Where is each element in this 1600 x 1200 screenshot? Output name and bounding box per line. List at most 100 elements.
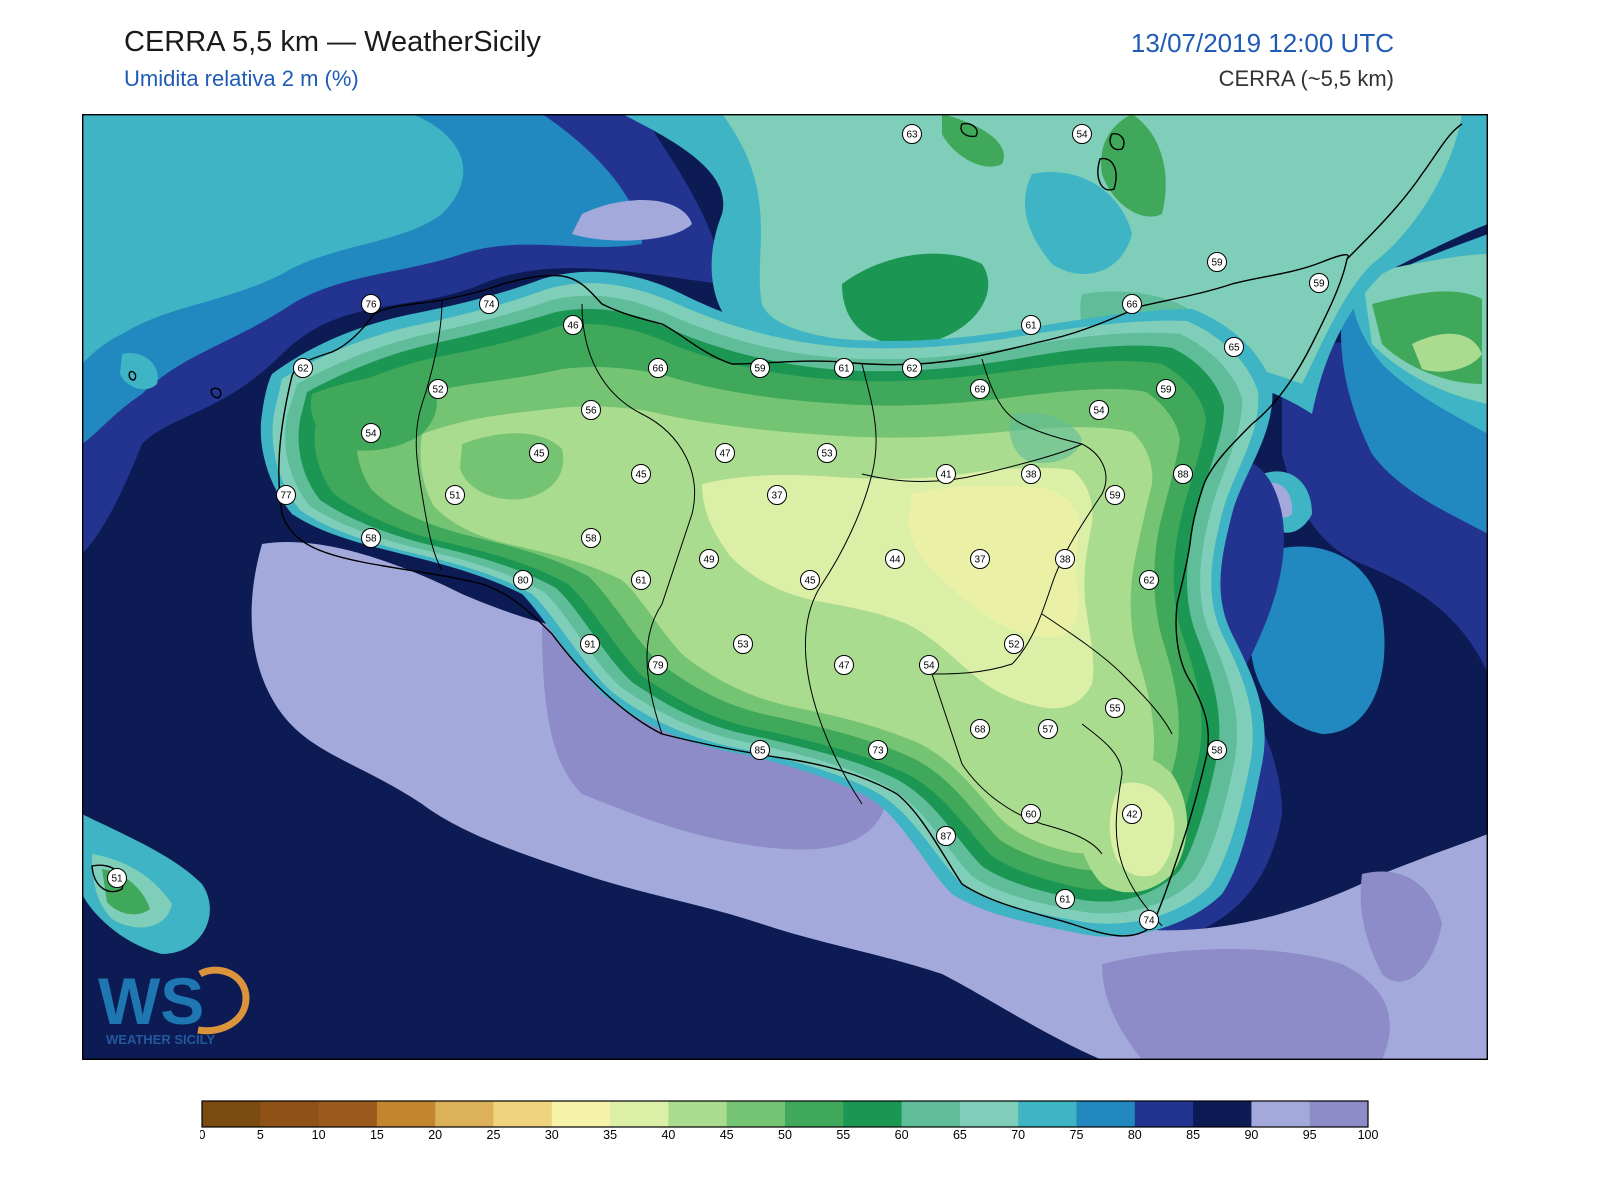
station-marker: 76 xyxy=(361,294,381,314)
station-markers: 63 54 76 74 46 62 52 54 56 66 59 61 62 69 61 66 59 59 65 59… xyxy=(107,124,1329,930)
station-marker: 55 xyxy=(1105,698,1125,718)
colorbar-cell xyxy=(1251,1101,1311,1127)
station-marker: 66 xyxy=(1122,294,1142,314)
station-marker: 66 xyxy=(648,358,668,378)
colorbar-ticks: 0 5 10 15 20 25 30 35 40 45 50 55 60 65 70 75 80 85 90 95 10… xyxy=(200,1128,1378,1140)
station-marker: 65 xyxy=(1224,337,1244,357)
station-value: 59 xyxy=(1313,279,1325,290)
station-value: 69 xyxy=(974,385,986,396)
station-value: 51 xyxy=(449,491,461,502)
map-frame xyxy=(82,114,1488,1060)
station-value: 74 xyxy=(1143,916,1155,927)
station-marker: 59 xyxy=(1105,485,1125,505)
colorbar-tick-label: 20 xyxy=(428,1128,442,1140)
station-marker: 52 xyxy=(1004,634,1024,654)
station-value: 61 xyxy=(1025,321,1037,332)
station-marker: 45 xyxy=(631,464,651,484)
station-value: 58 xyxy=(585,534,597,545)
station-marker: 74 xyxy=(479,294,499,314)
station-value: 53 xyxy=(737,640,749,651)
station-marker: 54 xyxy=(1089,400,1109,420)
station-marker: 61 xyxy=(834,358,854,378)
weathersicily-logo: WS WEATHER SICILY xyxy=(98,964,250,1047)
colorbar-tick-label: 95 xyxy=(1303,1128,1317,1140)
station-value: 63 xyxy=(906,130,918,141)
colorbar-frame xyxy=(201,1100,1369,1128)
station-marker: 53 xyxy=(817,443,837,463)
colorbar-cell xyxy=(610,1101,669,1127)
station-marker: 60 xyxy=(1021,804,1041,824)
station-value: 37 xyxy=(771,491,783,502)
station-value: 88 xyxy=(1177,470,1189,481)
station-value: 62 xyxy=(906,364,918,375)
station-marker: 58 xyxy=(1207,740,1227,760)
station-value: 66 xyxy=(652,364,664,375)
station-value: 38 xyxy=(1059,555,1071,566)
station-value: 54 xyxy=(1076,130,1088,141)
colorbar-tick-label: 5 xyxy=(257,1128,264,1140)
station-value: 68 xyxy=(974,725,986,736)
station-marker: 87 xyxy=(936,826,956,846)
station-value: 59 xyxy=(754,364,766,375)
valid-datetime: 13/07/2019 12:00 UTC xyxy=(1130,28,1394,58)
station-value: 38 xyxy=(1025,470,1037,481)
station-value: 80 xyxy=(517,576,529,587)
station-marker: 54 xyxy=(919,655,939,675)
logo-subtext: WEATHER SICILY xyxy=(106,1032,215,1047)
colorbar-tick-label: 65 xyxy=(953,1128,967,1140)
map-title: CERRA 5,5 km — WeatherSicily xyxy=(124,26,541,58)
station-marker: 61 xyxy=(631,570,651,590)
station-value: 91 xyxy=(584,640,596,651)
station-value: 65 xyxy=(1228,343,1240,354)
station-marker: 38 xyxy=(1021,464,1041,484)
station-value: 44 xyxy=(889,555,901,566)
colorbar-cell xyxy=(493,1101,553,1127)
station-marker: 59 xyxy=(1207,252,1227,272)
station-value: 53 xyxy=(821,449,833,460)
colorbar-tick-label: 30 xyxy=(545,1128,559,1140)
station-marker: 62 xyxy=(1139,570,1159,590)
station-marker: 53 xyxy=(733,634,753,654)
station-value: 85 xyxy=(754,746,766,757)
colorbar-tick-label: 60 xyxy=(895,1128,909,1140)
station-marker: 73 xyxy=(868,740,888,760)
station-marker: 38 xyxy=(1055,549,1075,569)
station-value: 77 xyxy=(280,491,292,502)
station-value: 45 xyxy=(533,449,545,460)
station-marker: 63 xyxy=(902,124,922,144)
station-value: 59 xyxy=(1160,385,1172,396)
station-value: 55 xyxy=(1109,704,1121,715)
station-marker: 80 xyxy=(513,570,533,590)
colorbar-cell xyxy=(1076,1101,1136,1127)
logo-ws-text: WS xyxy=(98,964,204,1038)
colorbar-cell xyxy=(1309,1101,1369,1127)
colorbar-cell xyxy=(435,1101,494,1127)
station-marker: 61 xyxy=(1055,889,1075,909)
station-value: 61 xyxy=(635,576,647,587)
station-marker: 79 xyxy=(648,655,668,675)
station-marker: 41 xyxy=(936,464,956,484)
colorbar-tick-label: 75 xyxy=(1070,1128,1084,1140)
station-value: 56 xyxy=(585,406,597,417)
station-marker: 62 xyxy=(293,358,313,378)
station-marker: 37 xyxy=(970,549,990,569)
station-value: 45 xyxy=(804,576,816,587)
station-marker: 61 xyxy=(1021,315,1041,335)
station-marker: 54 xyxy=(1072,124,1092,144)
colorbar-tick-label: 80 xyxy=(1128,1128,1142,1140)
station-value: 60 xyxy=(1025,810,1037,821)
station-value: 66 xyxy=(1126,300,1138,311)
colorbar-tick-label: 10 xyxy=(312,1128,326,1140)
colorbar-cell xyxy=(901,1101,961,1127)
station-marker: 44 xyxy=(885,549,905,569)
station-marker: 51 xyxy=(107,868,127,888)
station-value: 46 xyxy=(567,321,579,332)
station-marker: 85 xyxy=(750,740,770,760)
colorbar-tick-label: 50 xyxy=(778,1128,792,1140)
colorbar-tick-label: 70 xyxy=(1011,1128,1025,1140)
colorbar-cell xyxy=(551,1101,611,1127)
station-value: 52 xyxy=(432,385,444,396)
colorbar-cell xyxy=(1193,1101,1252,1127)
station-marker: 88 xyxy=(1173,464,1193,484)
station-marker: 57 xyxy=(1038,719,1058,739)
